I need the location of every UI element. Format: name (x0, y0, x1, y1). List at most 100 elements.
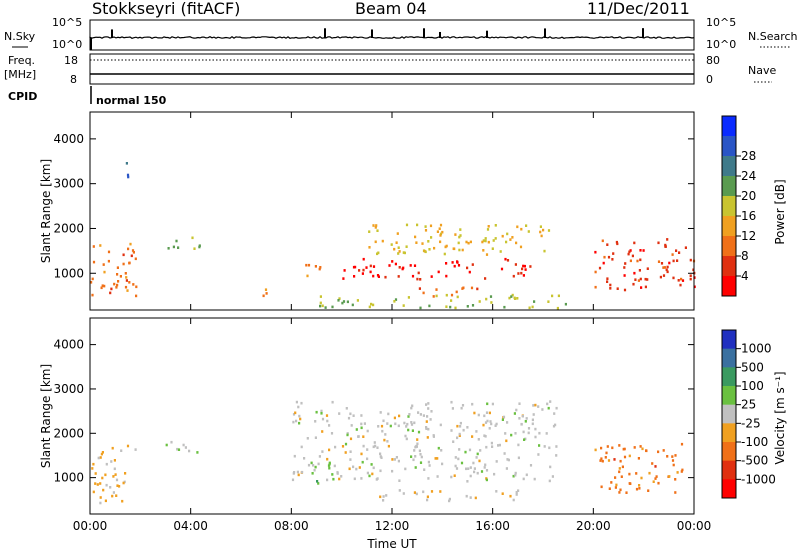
data-cell (539, 230, 542, 234)
data-cell (125, 276, 128, 279)
data-cell (425, 427, 428, 430)
data-cell (674, 478, 677, 481)
data-cell (386, 440, 389, 443)
data-cell (540, 234, 543, 238)
data-cell (360, 477, 363, 480)
data-cell (485, 478, 488, 482)
data-cell (376, 252, 379, 256)
data-cell (491, 402, 494, 406)
data-cell (490, 441, 493, 445)
data-cell (654, 477, 657, 480)
data-cell (458, 434, 461, 437)
data-cell (461, 404, 465, 407)
data-cell (398, 414, 401, 418)
colorbar-tick-label: 4 (741, 269, 749, 283)
data-cell (495, 460, 498, 463)
data-cell (495, 490, 498, 493)
data-cell (664, 245, 667, 248)
data-cell (112, 491, 115, 494)
data-cell (529, 464, 533, 467)
data-cell (619, 488, 622, 492)
data-cell (452, 440, 455, 443)
data-cell (405, 245, 408, 248)
data-cell (493, 472, 496, 476)
data-cell (684, 246, 687, 249)
data-cell (430, 275, 433, 278)
x-tick-label: 04:00 (173, 519, 208, 533)
data-cell (680, 277, 683, 281)
data-cell (409, 264, 412, 267)
colorbar-tick-label: 1000 (741, 342, 772, 356)
data-cell (465, 494, 468, 498)
velocity-cells (91, 400, 684, 505)
data-cell (610, 481, 613, 484)
data-cell (440, 449, 443, 452)
data-cell (328, 448, 331, 452)
data-cell (135, 285, 138, 289)
data-cell (374, 444, 377, 448)
data-cell (689, 274, 692, 277)
data-cell (374, 240, 377, 244)
data-cell (397, 275, 400, 278)
data-cell (547, 229, 551, 232)
data-cell (418, 287, 421, 290)
data-cell (417, 271, 420, 275)
data-cell (379, 469, 382, 473)
colorbar-swatch (722, 136, 736, 157)
data-cell (382, 419, 385, 423)
data-cell (172, 245, 175, 249)
data-cell (413, 491, 416, 494)
y-tick-label: 4000 (53, 132, 84, 146)
data-cell (506, 259, 510, 262)
data-cell (414, 235, 417, 239)
data-cell (666, 455, 669, 458)
data-cell (614, 486, 617, 489)
data-cell (368, 246, 371, 249)
velocity-frame (89, 317, 695, 515)
data-cell (306, 437, 309, 440)
data-cell (338, 297, 341, 300)
data-cell (491, 445, 494, 448)
data-cell (456, 295, 459, 299)
data-cell (466, 305, 469, 308)
data-cell (443, 252, 446, 256)
data-cell (124, 285, 128, 289)
data-cell (491, 247, 494, 250)
data-cell (113, 282, 116, 286)
power-colorbar: 4 8 12 16 20 24 28 (721, 115, 756, 297)
data-cell (468, 270, 471, 274)
data-cell (127, 247, 130, 251)
data-cell (100, 452, 103, 456)
data-cell (668, 261, 671, 265)
data-cell (404, 467, 407, 471)
data-cell (612, 252, 615, 255)
data-cell (416, 277, 419, 281)
data-cell (553, 412, 556, 415)
data-cell (455, 467, 459, 470)
x-tick-label: 12:00 (375, 519, 410, 533)
data-cell (490, 301, 493, 304)
data-cell (497, 444, 500, 447)
data-cell (404, 434, 407, 438)
data-cell (512, 474, 515, 478)
data-cell (522, 477, 525, 481)
data-cell (328, 424, 331, 427)
data-cell (175, 239, 178, 243)
data-cell (115, 494, 118, 497)
data-cell (512, 498, 515, 502)
data-cell (377, 425, 380, 428)
data-cell (623, 266, 626, 269)
data-cell (416, 223, 419, 227)
data-cell (397, 246, 400, 249)
data-cell (466, 426, 469, 429)
data-cell (96, 483, 99, 486)
data-cell (296, 470, 299, 474)
data-cell (439, 232, 443, 236)
data-cell (126, 173, 130, 177)
data-cell (622, 447, 625, 451)
data-cell (623, 288, 627, 292)
data-cell (126, 289, 129, 292)
data-cell (403, 421, 406, 425)
colorbar-swatch (722, 196, 736, 217)
data-cell (372, 445, 375, 449)
